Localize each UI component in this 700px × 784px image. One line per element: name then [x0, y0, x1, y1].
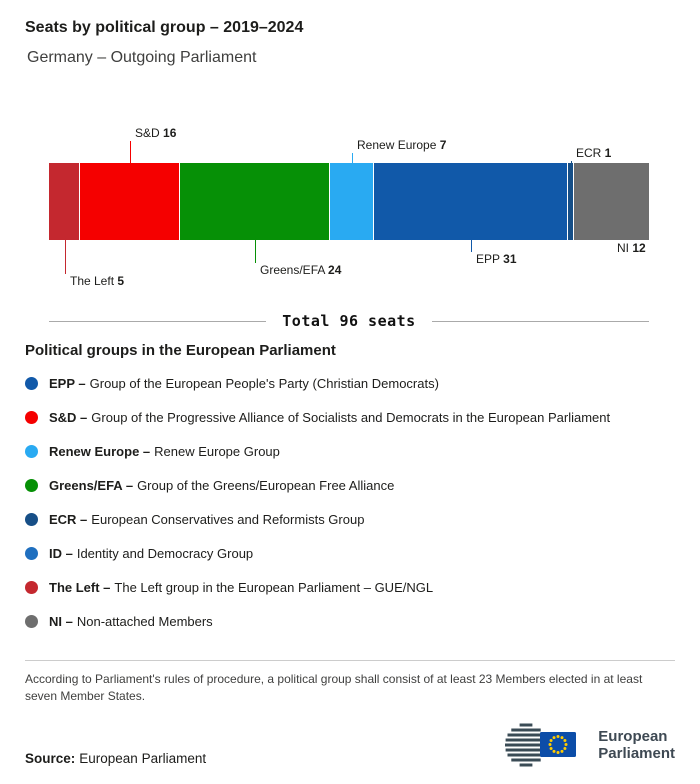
stacked-seat-bar [49, 163, 649, 240]
group-abbr: The Left – [49, 579, 111, 595]
group-description: Identity and Democracy Group [76, 545, 254, 561]
ep-logo-line2: Parliament [598, 745, 675, 762]
legend-item-s-d: S&D – Group of the Progressive Alliance o… [25, 400, 675, 434]
group-description: Group of the Progressive Alliance of Soc… [91, 409, 611, 425]
legend: Political groups in the European Parliam… [25, 342, 675, 638]
legend-item-greens-efa: Greens/EFA – Group of the Greens/European… [25, 468, 675, 502]
page-title: Seats by political group – 2019–2024 [25, 19, 304, 36]
seat-label-ecr: ECR 1 [576, 146, 612, 160]
footnote-text: According to Parliament's rules of proce… [25, 672, 643, 704]
total-seats-label: Total 96 seats [282, 312, 416, 330]
legend-item-ecr: ECR – European Conservatives and Reformis… [25, 502, 675, 536]
group-color-dot [25, 444, 38, 458]
seat-label-epp: EPP 31 [476, 252, 517, 266]
callout-line-the-left [65, 240, 66, 274]
group-description: Group of the European People's Party (Ch… [89, 375, 439, 391]
legend-item-the-left: The Left – The Left group in the European… [25, 570, 675, 604]
group-abbr: Renew Europe – [49, 443, 151, 459]
source-label: Source: [25, 751, 76, 766]
page-subtitle: Germany – Outgoing Parliament [27, 49, 257, 66]
group-abbr: NI – [49, 613, 73, 629]
group-abbr: ECR – [49, 511, 88, 527]
seat-label-renew-europe: Renew Europe 7 [357, 138, 447, 152]
source-value: European Parliament [79, 751, 207, 766]
bar-segment-renew-europe [330, 163, 374, 240]
ep-logo-line1: European [598, 728, 668, 745]
legend-item-epp: EPP – Group of the European People's Part… [25, 366, 675, 400]
group-abbr: EPP – [49, 375, 86, 391]
ep-logo-wordmark: European Parliament [598, 728, 675, 762]
eu-flag-stars [548, 735, 568, 754]
legend-item-ni: NI – Non-attached Members [25, 604, 675, 638]
eu-flag-icon [540, 732, 577, 757]
callout-line-renew-europe [352, 153, 353, 163]
legend-item-renew-europe: Renew Europe – Renew Europe Group [25, 434, 675, 468]
group-color-dot [25, 580, 38, 594]
bar-segment-s-d [80, 163, 181, 240]
group-description: Group of the Greens/European Free Allian… [137, 477, 395, 493]
legend-item-id: ID – Identity and Democracy Group [25, 536, 675, 570]
group-color-dot [25, 478, 38, 492]
european-parliament-logo: European Parliament [502, 722, 675, 768]
callout-line-epp [471, 240, 472, 252]
group-description: Non-attached Members [76, 613, 213, 629]
total-seats-row: Total 96 seats [49, 312, 649, 330]
group-description: European Conservatives and Reformists Gr… [91, 511, 365, 527]
total-right-rule [431, 320, 649, 322]
ep-logo-mark-icon [505, 723, 577, 767]
group-abbr: Greens/EFA – [49, 477, 134, 493]
total-left-rule [49, 320, 267, 322]
group-color-dot [25, 546, 38, 560]
group-color-dot [25, 512, 38, 526]
seat-label-ni: NI 12 [617, 241, 646, 255]
hemicycle-lines-icon [505, 723, 548, 767]
bar-segment-ni [574, 163, 649, 240]
bar-segment-ecr [567, 163, 574, 240]
seat-label-s-d: S&D 16 [135, 126, 177, 140]
seat-label-greens-efa: Greens/EFA 24 [260, 263, 342, 277]
callout-line-s-d [130, 141, 131, 163]
group-description: The Left group in the European Parliamen… [114, 579, 434, 595]
bar-segment-the-left [49, 163, 81, 240]
group-description: Renew Europe Group [154, 443, 280, 459]
group-color-dot [25, 410, 38, 424]
bar-segment-epp [374, 163, 568, 240]
group-abbr: ID – [49, 545, 73, 561]
group-color-dot [25, 614, 38, 628]
bar-segment-greens-efa [180, 163, 331, 240]
group-abbr: S&D – [49, 409, 88, 425]
group-color-dot [25, 376, 38, 390]
callout-line-greens-efa [255, 240, 256, 263]
source-line: Source: European Parliament [25, 751, 206, 766]
legend-heading: Political groups in the European Parliam… [25, 342, 336, 359]
seat-label-the-left: The Left 5 [70, 274, 125, 288]
legend-items: EPP – Group of the European People's Part… [25, 366, 675, 638]
footnote-divider [25, 660, 675, 661]
